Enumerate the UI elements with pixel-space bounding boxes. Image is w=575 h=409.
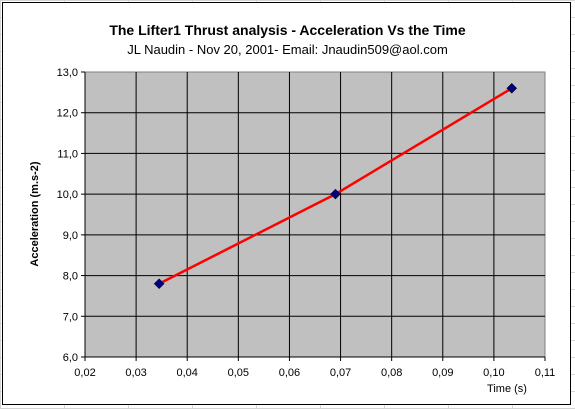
x-tick-label: 0,02 xyxy=(74,367,95,379)
x-tick-label: 0,03 xyxy=(125,367,146,379)
y-tick-label: 9,0 xyxy=(63,230,78,242)
chart-subtitle: JL Naudin - Nov 20, 2001- Email: Jnaudin… xyxy=(127,42,448,57)
data-point-marker[interactable] xyxy=(153,278,165,290)
axis-ticks: 0,02 0,03 0,04 0,05 0,06 0,07 0,08 0,09 0,10 0,11… xyxy=(57,67,556,379)
plot-area[interactable] xyxy=(84,71,546,358)
y-tick-label: 8,0 xyxy=(63,271,78,283)
y-tick-label: 6,0 xyxy=(63,352,78,364)
x-tick-label: 0,05 xyxy=(228,367,249,379)
chart-title: The Lifter1 Thrust analysis - Accelerati… xyxy=(109,22,466,38)
x-tick-label: 0,07 xyxy=(330,367,351,379)
y-tick-label: 7,0 xyxy=(63,311,78,323)
x-tick-label: 0,08 xyxy=(381,367,402,379)
x-tick-label: 0,11 xyxy=(535,367,556,379)
x-tick-label: 0,06 xyxy=(279,367,300,379)
y-axis-title: Acceleration (m.s-2) xyxy=(29,161,41,266)
x-tick-label: 0,10 xyxy=(483,367,504,379)
x-tick-label: 0,04 xyxy=(177,367,198,379)
y-tick-label: 11,0 xyxy=(57,148,78,160)
x-axis-title: Time (s) xyxy=(487,383,527,395)
gridlines xyxy=(85,72,545,357)
y-tick-label: 10,0 xyxy=(57,189,78,201)
x-tick-label: 0,09 xyxy=(432,367,453,379)
y-tick-label: 12,0 xyxy=(57,108,78,120)
series-layer xyxy=(153,82,518,290)
y-tick-label: 13,0 xyxy=(57,67,78,79)
data-point-marker[interactable] xyxy=(506,82,518,94)
data-point-marker[interactable] xyxy=(330,188,341,200)
